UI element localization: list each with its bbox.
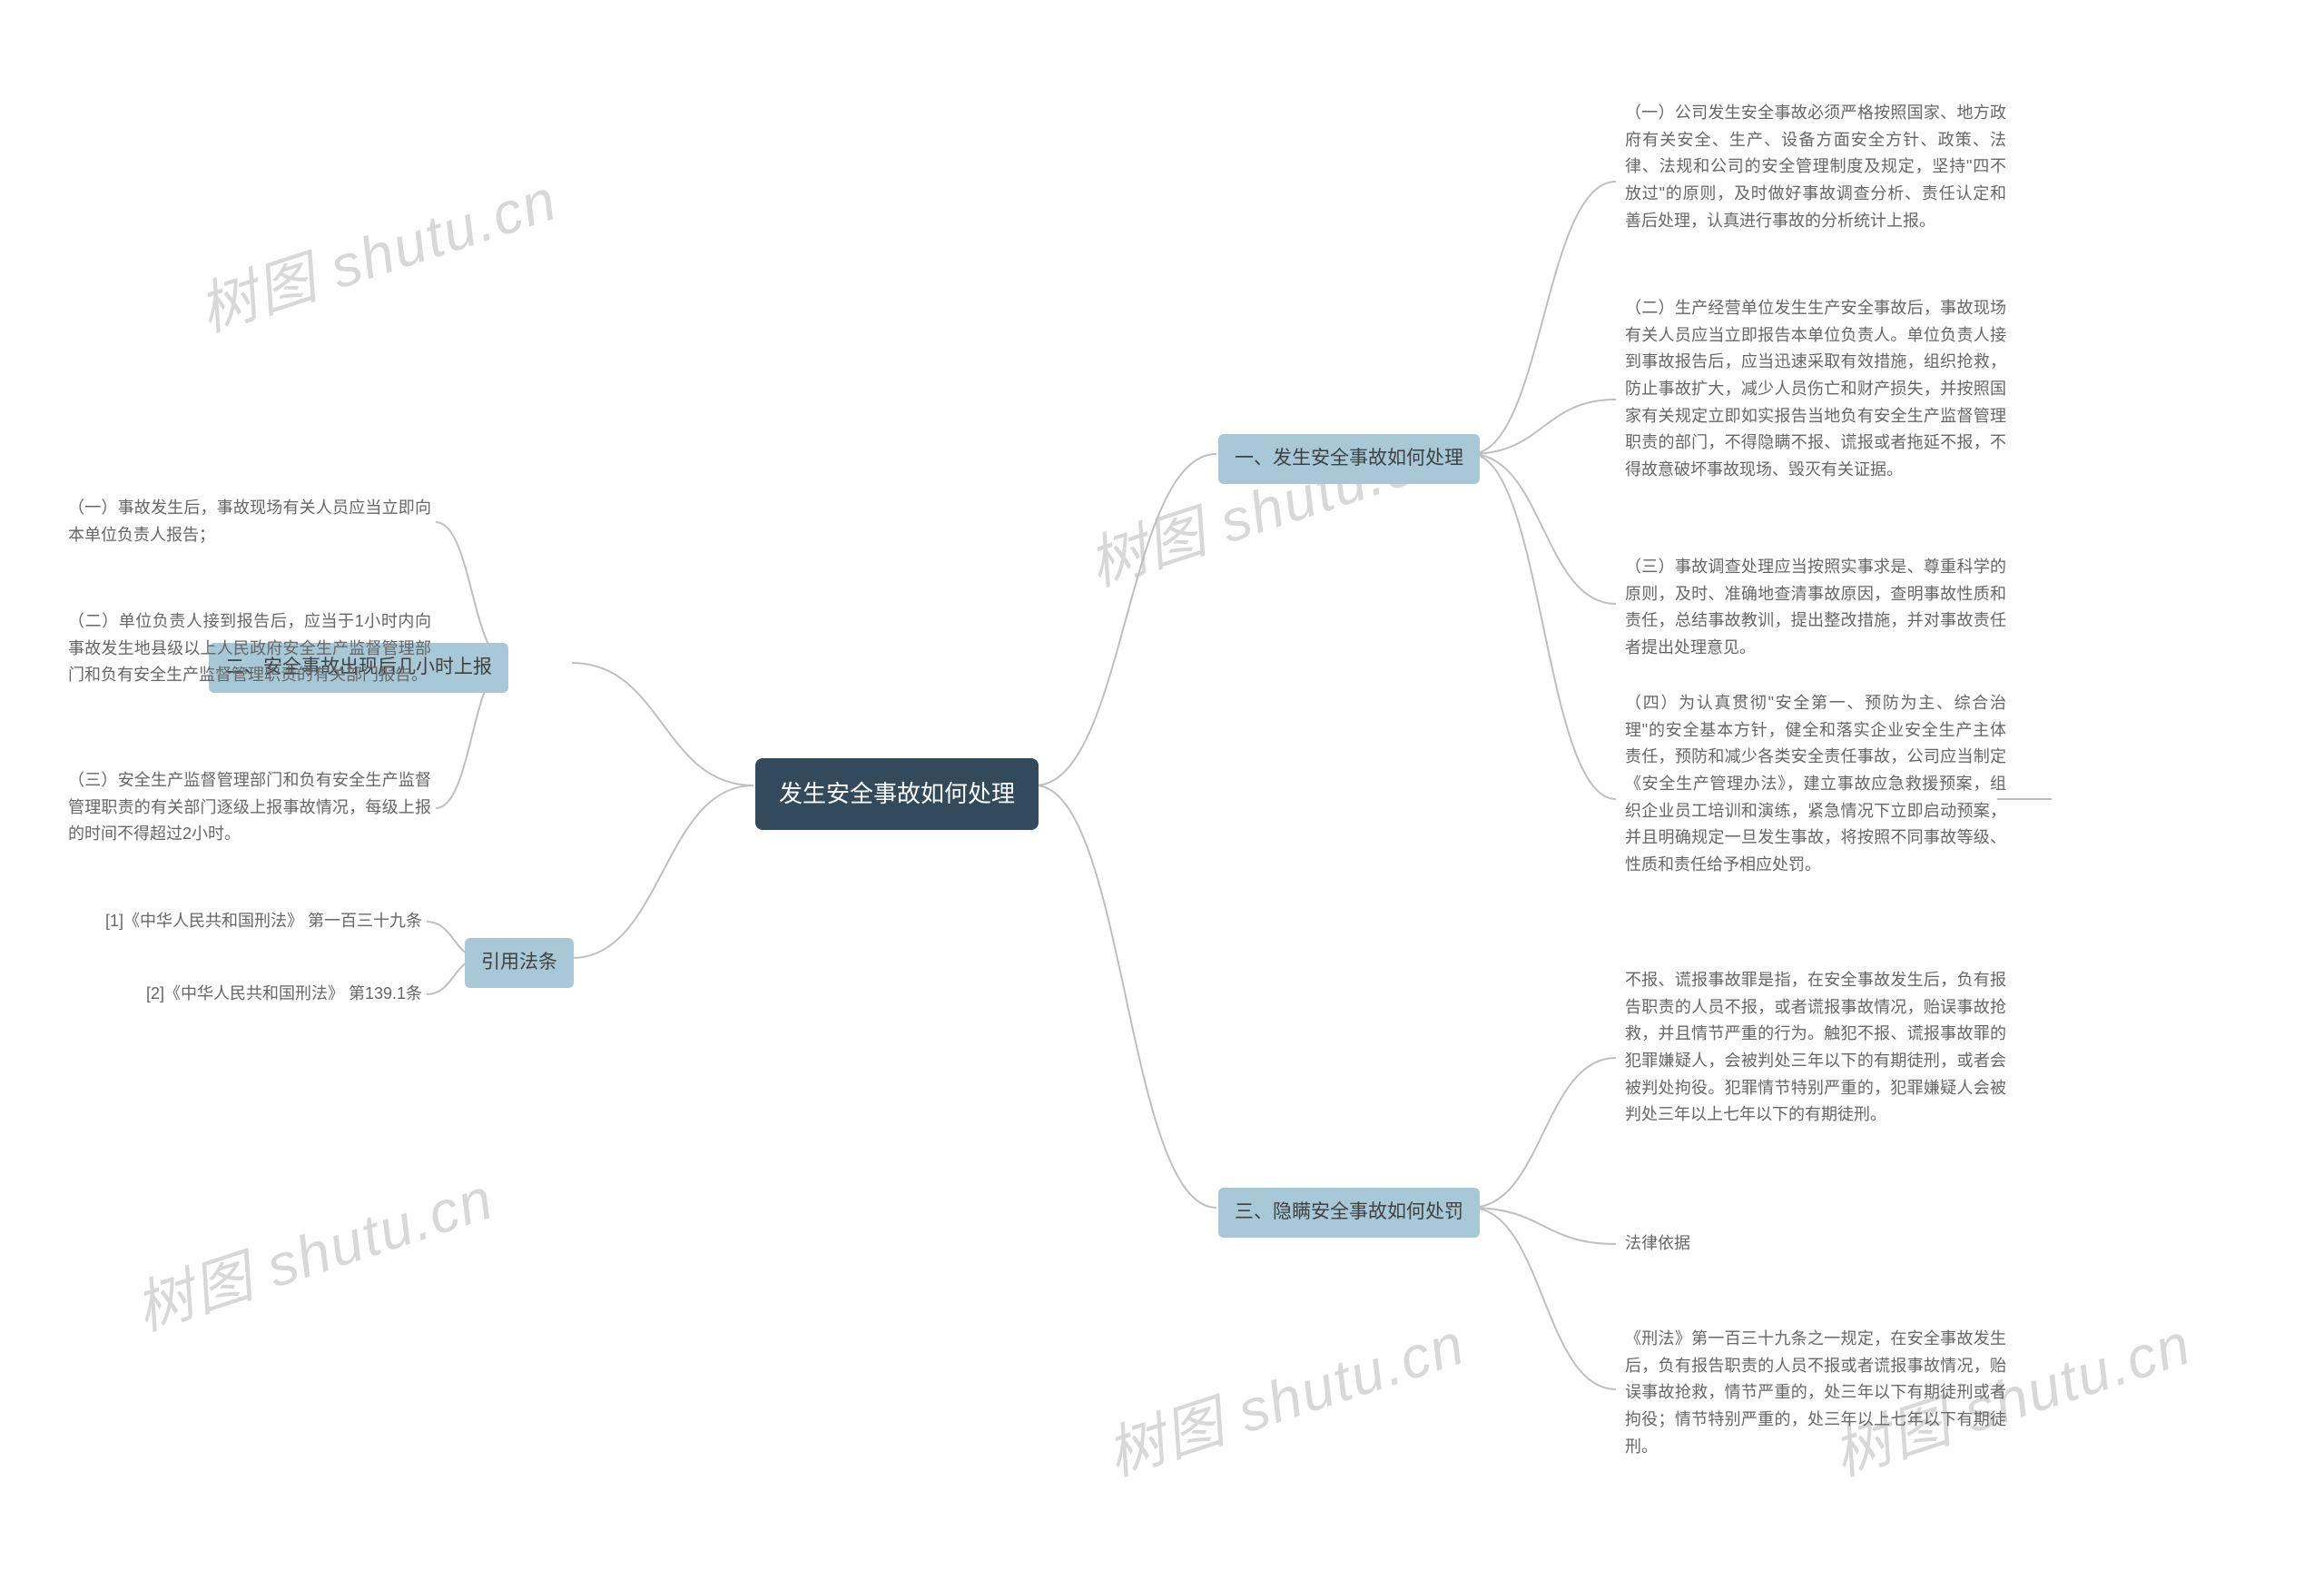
root-node: 发生安全事故如何处理	[755, 758, 1039, 830]
watermark: 树图 shutu.cn	[187, 153, 566, 348]
leaf-cite-2: [2]《中华人民共和国刑法》 第139.1条	[146, 981, 422, 1008]
leaf-3-3: 《刑法》第一百三十九条之一规定，在安全事故发生后，负有报告职责的人员不报或者谎报…	[1625, 1326, 2006, 1460]
watermark: 树图 shutu.cn	[123, 1152, 503, 1347]
branch-how-handle: 一、发生安全事故如何处理	[1218, 434, 1480, 484]
leaf-2-1: （一）事故发生后，事故现场有关人员应当立即向本单位负责人报告；	[68, 495, 431, 548]
leaf-3-2: 法律依据	[1625, 1230, 1690, 1258]
leaf-2-3: （三）安全生产监督管理部门和负有安全生产监督管理职责的有关部门逐级上报事故情况，…	[68, 767, 431, 848]
watermark: 树图 shutu.cn	[1095, 1298, 1474, 1492]
leaf-1-4: （四）为认真贯彻"安全第一、预防为主、综合治理"的安全基本方针，健全和落实企业安…	[1625, 690, 2006, 879]
leaf-1-3: （三）事故调查处理应当按照实事求是、尊重科学的原则，及时、准确地查清事故原因，查…	[1625, 554, 2006, 662]
leaf-1-2: （二）生产经营单位发生生产安全事故后，事故现场有关人员应当立即报告本单位负责人。…	[1625, 295, 2006, 484]
leaf-cite-1: [1]《中华人民共和国刑法》 第一百三十九条	[105, 908, 422, 935]
branch-conceal-punish: 三、隐瞒安全事故如何处罚	[1218, 1188, 1480, 1238]
leaf-1-1: （一）公司发生安全事故必须严格按照国家、地方政府有关安全、生产、设备方面安全方针…	[1625, 100, 2006, 234]
leaf-2-2: （二）单位负责人接到报告后，应当于1小时内向事故发生地县级以上人民政府安全生产监…	[68, 608, 431, 689]
leaf-3-1: 不报、谎报事故罪是指，在安全事故发生后，负有报告职责的人员不报，或者谎报事故情况…	[1625, 967, 2006, 1129]
branch-citations: 引用法条	[465, 938, 574, 988]
